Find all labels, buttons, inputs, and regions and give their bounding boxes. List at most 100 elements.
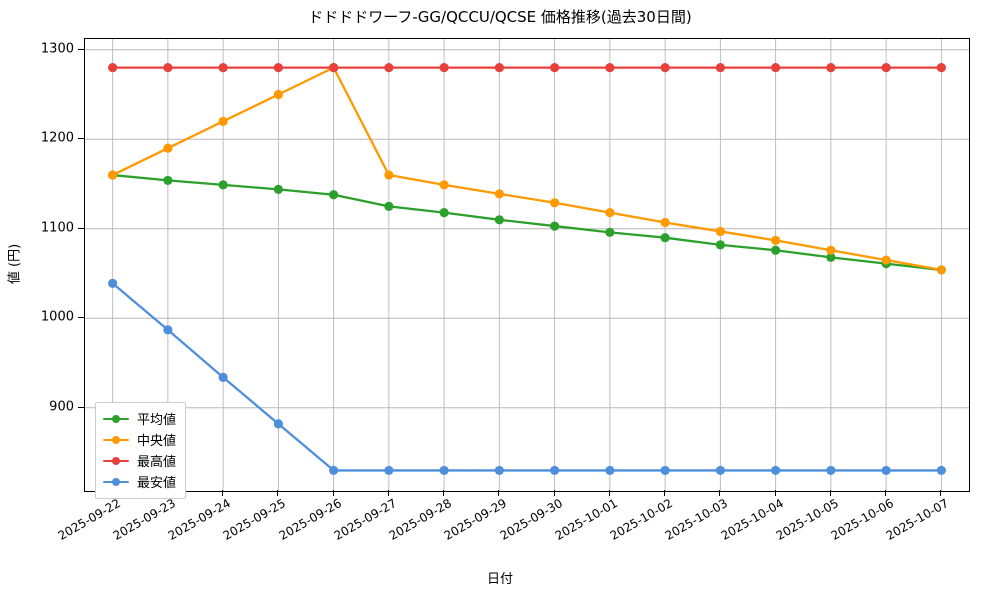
- series-line-0: [111, 173, 943, 272]
- data-point: [936, 265, 946, 275]
- data-point: [715, 465, 725, 476]
- data-point: [605, 227, 615, 237]
- legend-marker-dot-icon: [112, 414, 120, 423]
- y-tick-label: 1100: [40, 220, 74, 236]
- data-point: [715, 226, 725, 237]
- legend-label: 最安値: [137, 476, 177, 491]
- data-point: [605, 63, 615, 73]
- legend-label: 最高値: [137, 455, 177, 470]
- data-point: [439, 465, 449, 476]
- data-point: [550, 63, 560, 73]
- y-tick-label: 900: [49, 399, 74, 415]
- chart-title: ドドドドワーフ-GG/QCCU/QCSE 価格推移(過去30日間): [308, 8, 692, 26]
- data-point: [660, 233, 670, 243]
- data-point: [384, 170, 394, 180]
- y-axis-tick-marks: [0, 38, 90, 490]
- data-point: [384, 201, 394, 211]
- x-tick-mark: [664, 490, 666, 496]
- data-point: [439, 208, 449, 218]
- data-point: [218, 180, 228, 190]
- legend-item-0[interactable]: 平均値: [103, 408, 176, 429]
- data-point: [826, 252, 836, 262]
- data-point: [715, 240, 725, 250]
- data-point: [273, 63, 283, 73]
- data-point: [605, 208, 615, 218]
- data-point: [936, 465, 946, 476]
- legend-label: 中央値: [137, 434, 177, 449]
- data-point: [881, 465, 891, 476]
- x-tick-mark: [940, 490, 942, 496]
- y-tick-label: 1200: [40, 130, 74, 146]
- legend-marker-dot-icon: [112, 435, 120, 444]
- chart-legend: 平均値中央値最高値最安値: [95, 402, 187, 499]
- y-tick-label: 1300: [40, 41, 74, 57]
- data-point: [826, 63, 836, 73]
- x-tick-mark: [608, 490, 610, 496]
- x-tick-mark: [719, 490, 721, 496]
- x-tick-label: 2025-09-29: [441, 496, 510, 543]
- data-point: [108, 170, 118, 180]
- plot-area: [84, 38, 970, 492]
- data-point: [881, 255, 891, 265]
- data-point: [108, 278, 118, 288]
- data-point: [771, 465, 781, 476]
- data-point: [163, 143, 173, 153]
- data-point: [163, 63, 173, 73]
- data-point: [771, 245, 781, 255]
- x-tick-mark: [774, 490, 776, 496]
- y-tick-mark: [78, 138, 84, 140]
- data-point: [494, 189, 504, 199]
- data-point: [494, 63, 504, 73]
- legend-marker-dot-icon: [112, 456, 120, 465]
- x-tick-label: 2025-10-03: [662, 496, 731, 543]
- data-point: [771, 63, 781, 73]
- y-tick-mark: [78, 406, 84, 408]
- x-tick-mark: [332, 490, 334, 496]
- y-tick-label: 1000: [40, 309, 74, 325]
- y-tick-mark: [78, 227, 84, 229]
- data-point: [329, 190, 339, 200]
- series-line-3: [111, 282, 943, 472]
- data-point: [218, 63, 228, 73]
- legend-swatch-icon: [103, 476, 129, 488]
- x-tick-label: 2025-09-25: [220, 496, 289, 543]
- x-tick-mark: [829, 490, 831, 496]
- data-point: [218, 372, 228, 382]
- data-point: [660, 465, 670, 476]
- data-point: [550, 221, 560, 231]
- legend-item-1[interactable]: 中央値: [103, 429, 176, 450]
- legend-swatch-icon: [103, 455, 129, 467]
- x-tick-label: 2025-10-07: [883, 496, 952, 543]
- y-tick-mark: [78, 317, 84, 319]
- data-point: [771, 235, 781, 245]
- series-line-1: [111, 66, 943, 272]
- data-point: [384, 465, 394, 476]
- data-point: [273, 419, 283, 429]
- legend-label: 平均値: [137, 413, 177, 428]
- legend-item-2[interactable]: 最高値: [103, 450, 176, 471]
- x-tick-mark: [443, 490, 445, 496]
- data-point: [605, 465, 615, 476]
- data-point: [494, 215, 504, 225]
- series-lines: [111, 66, 943, 472]
- data-point: [826, 245, 836, 255]
- data-point: [550, 465, 560, 476]
- data-point: [384, 63, 394, 73]
- legend-swatch-icon: [103, 434, 129, 446]
- data-point: [439, 180, 449, 190]
- x-axis-tick-labels: 2025-09-22 2025-09-23 2025-09-24 2025-09-25…: [55, 496, 968, 566]
- x-tick-mark: [387, 490, 389, 496]
- y-axis-tick-labels: 900 1000 1100 1200 1300: [0, 38, 74, 490]
- x-tick-mark: [885, 490, 887, 496]
- data-point: [108, 63, 118, 73]
- legend-item-3[interactable]: 最安値: [103, 471, 176, 492]
- plot-canvas: [85, 39, 969, 491]
- grid-lines: [85, 39, 969, 491]
- data-point: [550, 198, 560, 208]
- data-point: [826, 465, 836, 476]
- data-point: [881, 63, 891, 73]
- x-axis-label: 日付: [486, 572, 513, 587]
- data-point: [329, 465, 339, 476]
- x-tick-mark: [277, 490, 279, 496]
